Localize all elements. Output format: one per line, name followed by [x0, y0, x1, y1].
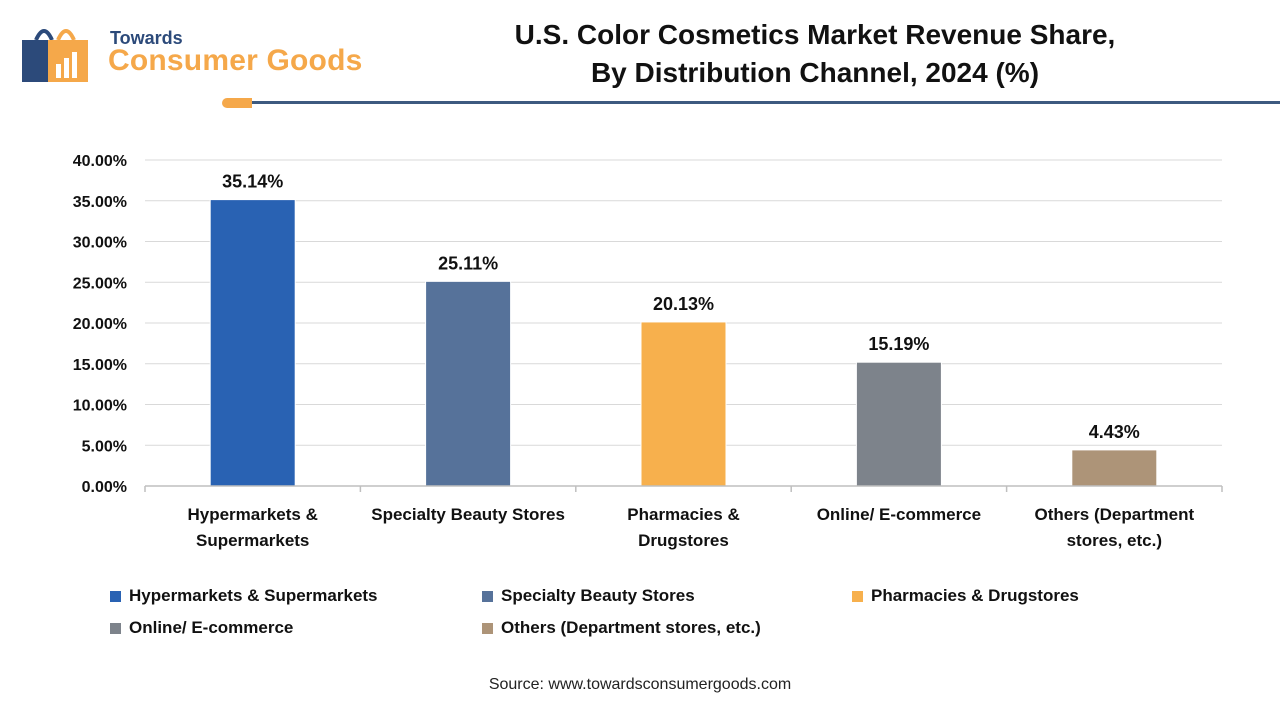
bar — [209, 199, 296, 487]
bars — [209, 199, 1158, 487]
logo-top-text: Towards — [110, 28, 183, 48]
legend-item: Pharmacies & Drugstores — [852, 586, 1079, 606]
x-tick-label: stores, etc.) — [1067, 531, 1162, 550]
legend-swatch — [482, 590, 493, 602]
legend-swatch — [852, 590, 863, 602]
x-axis — [144, 485, 1223, 492]
bar — [1071, 449, 1158, 487]
x-axis-labels: Hypermarkets & Supermarkets Specialty Beau… — [187, 505, 1194, 550]
x-tick-label: Drugstores — [638, 531, 729, 550]
source-note: Source: www.towardsconsumergoods.com — [488, 676, 792, 693]
legend-swatch — [110, 622, 121, 634]
x-tick-label: Hypermarkets & — [187, 505, 317, 524]
y-axis-ticks: 0.00% 5.00% 10.00% 15.00% 20.00% 25.00% 30.00%… — [73, 153, 127, 496]
data-label: 20.13% — [653, 294, 714, 314]
shopping-bag-icon — [22, 29, 88, 82]
data-labels: 35.14% 25.11% 20.13% 15.19% 4.43% — [222, 172, 1140, 442]
legend-item: Hypermarkets & Supermarkets — [110, 586, 378, 606]
legend-item: Online/ E-commerce — [110, 618, 293, 638]
title-divider-accent — [222, 98, 252, 108]
x-tick-label: Pharmacies & — [627, 505, 739, 524]
data-label: 15.19% — [868, 334, 929, 354]
logo-main-text: Consumer Goods — [108, 44, 363, 77]
bar — [640, 321, 727, 487]
x-tick-label: Supermarkets — [196, 531, 309, 550]
legend-label: Others (Department stores, etc.) — [501, 618, 761, 637]
x-tick-label: Online/ E-commerce — [817, 505, 981, 524]
legend-item: Others (Department stores, etc.) — [482, 618, 761, 638]
bar — [425, 280, 512, 487]
legend-label: Hypermarkets & Supermarkets — [129, 586, 378, 605]
y-tick-label: 5.00% — [82, 438, 127, 455]
legend-item: Specialty Beauty Stores — [482, 586, 695, 606]
y-tick-label: 10.00% — [73, 398, 127, 415]
bar-chart: 0.00% 5.00% 10.00% 15.00% 20.00% 25.00% 30.00%… — [73, 153, 1223, 550]
y-tick-label: 35.00% — [73, 194, 127, 211]
page-title: U.S. Color Cosmetics Market Revenue Shar… — [470, 16, 1160, 92]
y-tick-label: 25.00% — [73, 275, 127, 292]
data-label: 4.43% — [1089, 422, 1140, 442]
legend-swatch — [482, 622, 493, 634]
legend-label: Pharmacies & Drugstores — [871, 586, 1079, 605]
y-tick-label: 20.00% — [73, 316, 127, 333]
title-line-2: By Distribution Channel, 2024 (%) — [590, 57, 1040, 88]
data-label: 25.11% — [438, 253, 498, 273]
x-tick-label: Specialty Beauty Stores — [371, 505, 565, 524]
y-tick-label: 30.00% — [73, 235, 127, 252]
legend-swatch — [110, 590, 121, 602]
y-tick-label: 0.00% — [82, 479, 127, 496]
legend-label: Specialty Beauty Stores — [501, 586, 695, 605]
brand-logo: Towards Consumer Goods — [18, 18, 378, 88]
title-divider — [250, 101, 1280, 104]
x-tick-label: Others (Department — [1034, 505, 1194, 524]
bar — [855, 361, 942, 487]
y-tick-label: 40.00% — [73, 153, 127, 170]
legend-label: Online/ E-commerce — [129, 618, 294, 637]
data-label: 35.14% — [222, 172, 283, 192]
title-line-1: U.S. Color Cosmetics Market Revenue Shar… — [514, 19, 1116, 50]
y-tick-label: 15.00% — [73, 357, 127, 374]
